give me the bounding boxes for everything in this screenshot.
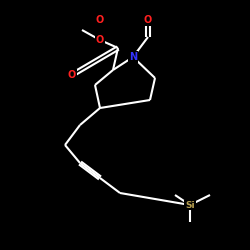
Text: O: O (96, 35, 104, 45)
Text: O: O (144, 15, 152, 25)
Text: N: N (129, 52, 137, 62)
Text: O: O (68, 70, 76, 80)
Text: O: O (96, 15, 104, 25)
Text: Si: Si (185, 200, 195, 209)
